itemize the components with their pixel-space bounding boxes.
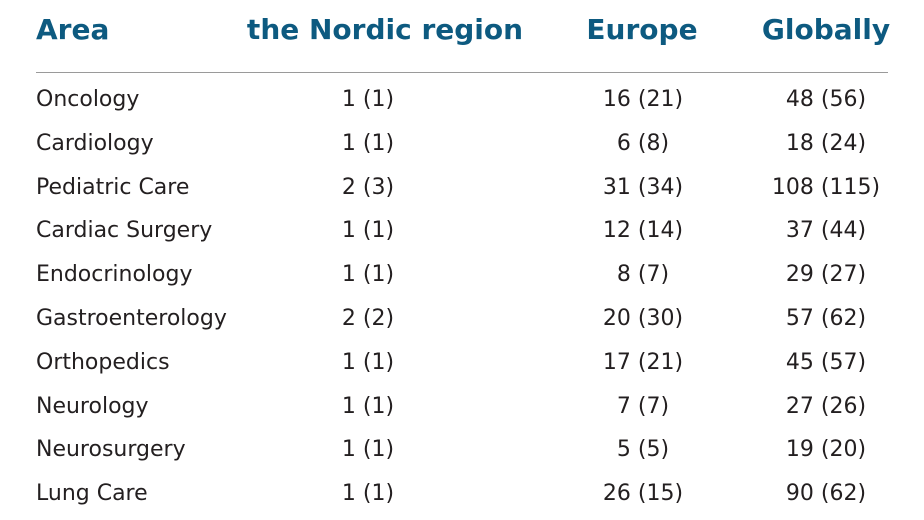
area-cell: Cardiac Surgery <box>36 218 213 244</box>
column-header: Europe <box>586 13 698 46</box>
header-rule <box>36 72 888 73</box>
count-cell: 26 (15) <box>602 481 684 507</box>
count-cell: 5 (5) <box>616 437 670 463</box>
column-header: Globally <box>761 13 891 46</box>
count-cell: 7 (7) <box>616 393 670 419</box>
count-cell: 1 (1) <box>341 218 395 244</box>
column-header: the Nordic region <box>246 13 524 46</box>
count-cell: 31 (34) <box>602 174 684 200</box>
count-cell: 37 (44) <box>785 218 867 244</box>
count-cell: 18 (24) <box>785 130 867 156</box>
count-cell: 17 (21) <box>602 349 684 375</box>
area-cell: Oncology <box>36 87 140 112</box>
count-cell: 1 (1) <box>341 481 395 507</box>
count-cell: 16 (21) <box>602 87 684 112</box>
count-cell: 20 (30) <box>602 306 684 331</box>
area-cell: Lung Care <box>36 481 148 507</box>
count-cell: 1 (1) <box>341 437 395 463</box>
count-cell: 2 (2) <box>341 306 395 331</box>
count-cell: 1 (1) <box>341 349 395 375</box>
count-cell: 2 (3) <box>341 174 395 200</box>
count-cell: 19 (20) <box>785 437 867 463</box>
count-cell: 90 (62) <box>785 481 867 507</box>
count-cell: 6 (8) <box>616 130 670 156</box>
area-cell: Endocrinology <box>36 262 193 288</box>
count-cell: 48 (56) <box>785 87 867 112</box>
count-cell: 12 (14) <box>602 218 684 244</box>
area-cell: Neurology <box>36 393 149 419</box>
area-cell: Pediatric Care <box>36 174 190 200</box>
count-cell: 27 (26) <box>785 393 867 419</box>
area-cell: Cardiology <box>36 130 154 156</box>
count-cell: 108 (115) <box>771 174 881 200</box>
area-cell: Neurosurgery <box>36 437 186 463</box>
count-cell: 45 (57) <box>785 349 867 375</box>
area-cell: Orthopedics <box>36 349 170 375</box>
count-cell: 1 (1) <box>341 393 395 419</box>
area-cell: Gastroenterology <box>36 306 227 331</box>
count-cell: 1 (1) <box>341 87 395 112</box>
column-header: Area <box>36 13 110 46</box>
count-cell: 1 (1) <box>341 130 395 156</box>
count-cell: 29 (27) <box>785 262 867 288</box>
count-cell: 1 (1) <box>341 262 395 288</box>
count-cell: 57 (62) <box>785 306 867 331</box>
count-cell: 8 (7) <box>616 262 670 288</box>
